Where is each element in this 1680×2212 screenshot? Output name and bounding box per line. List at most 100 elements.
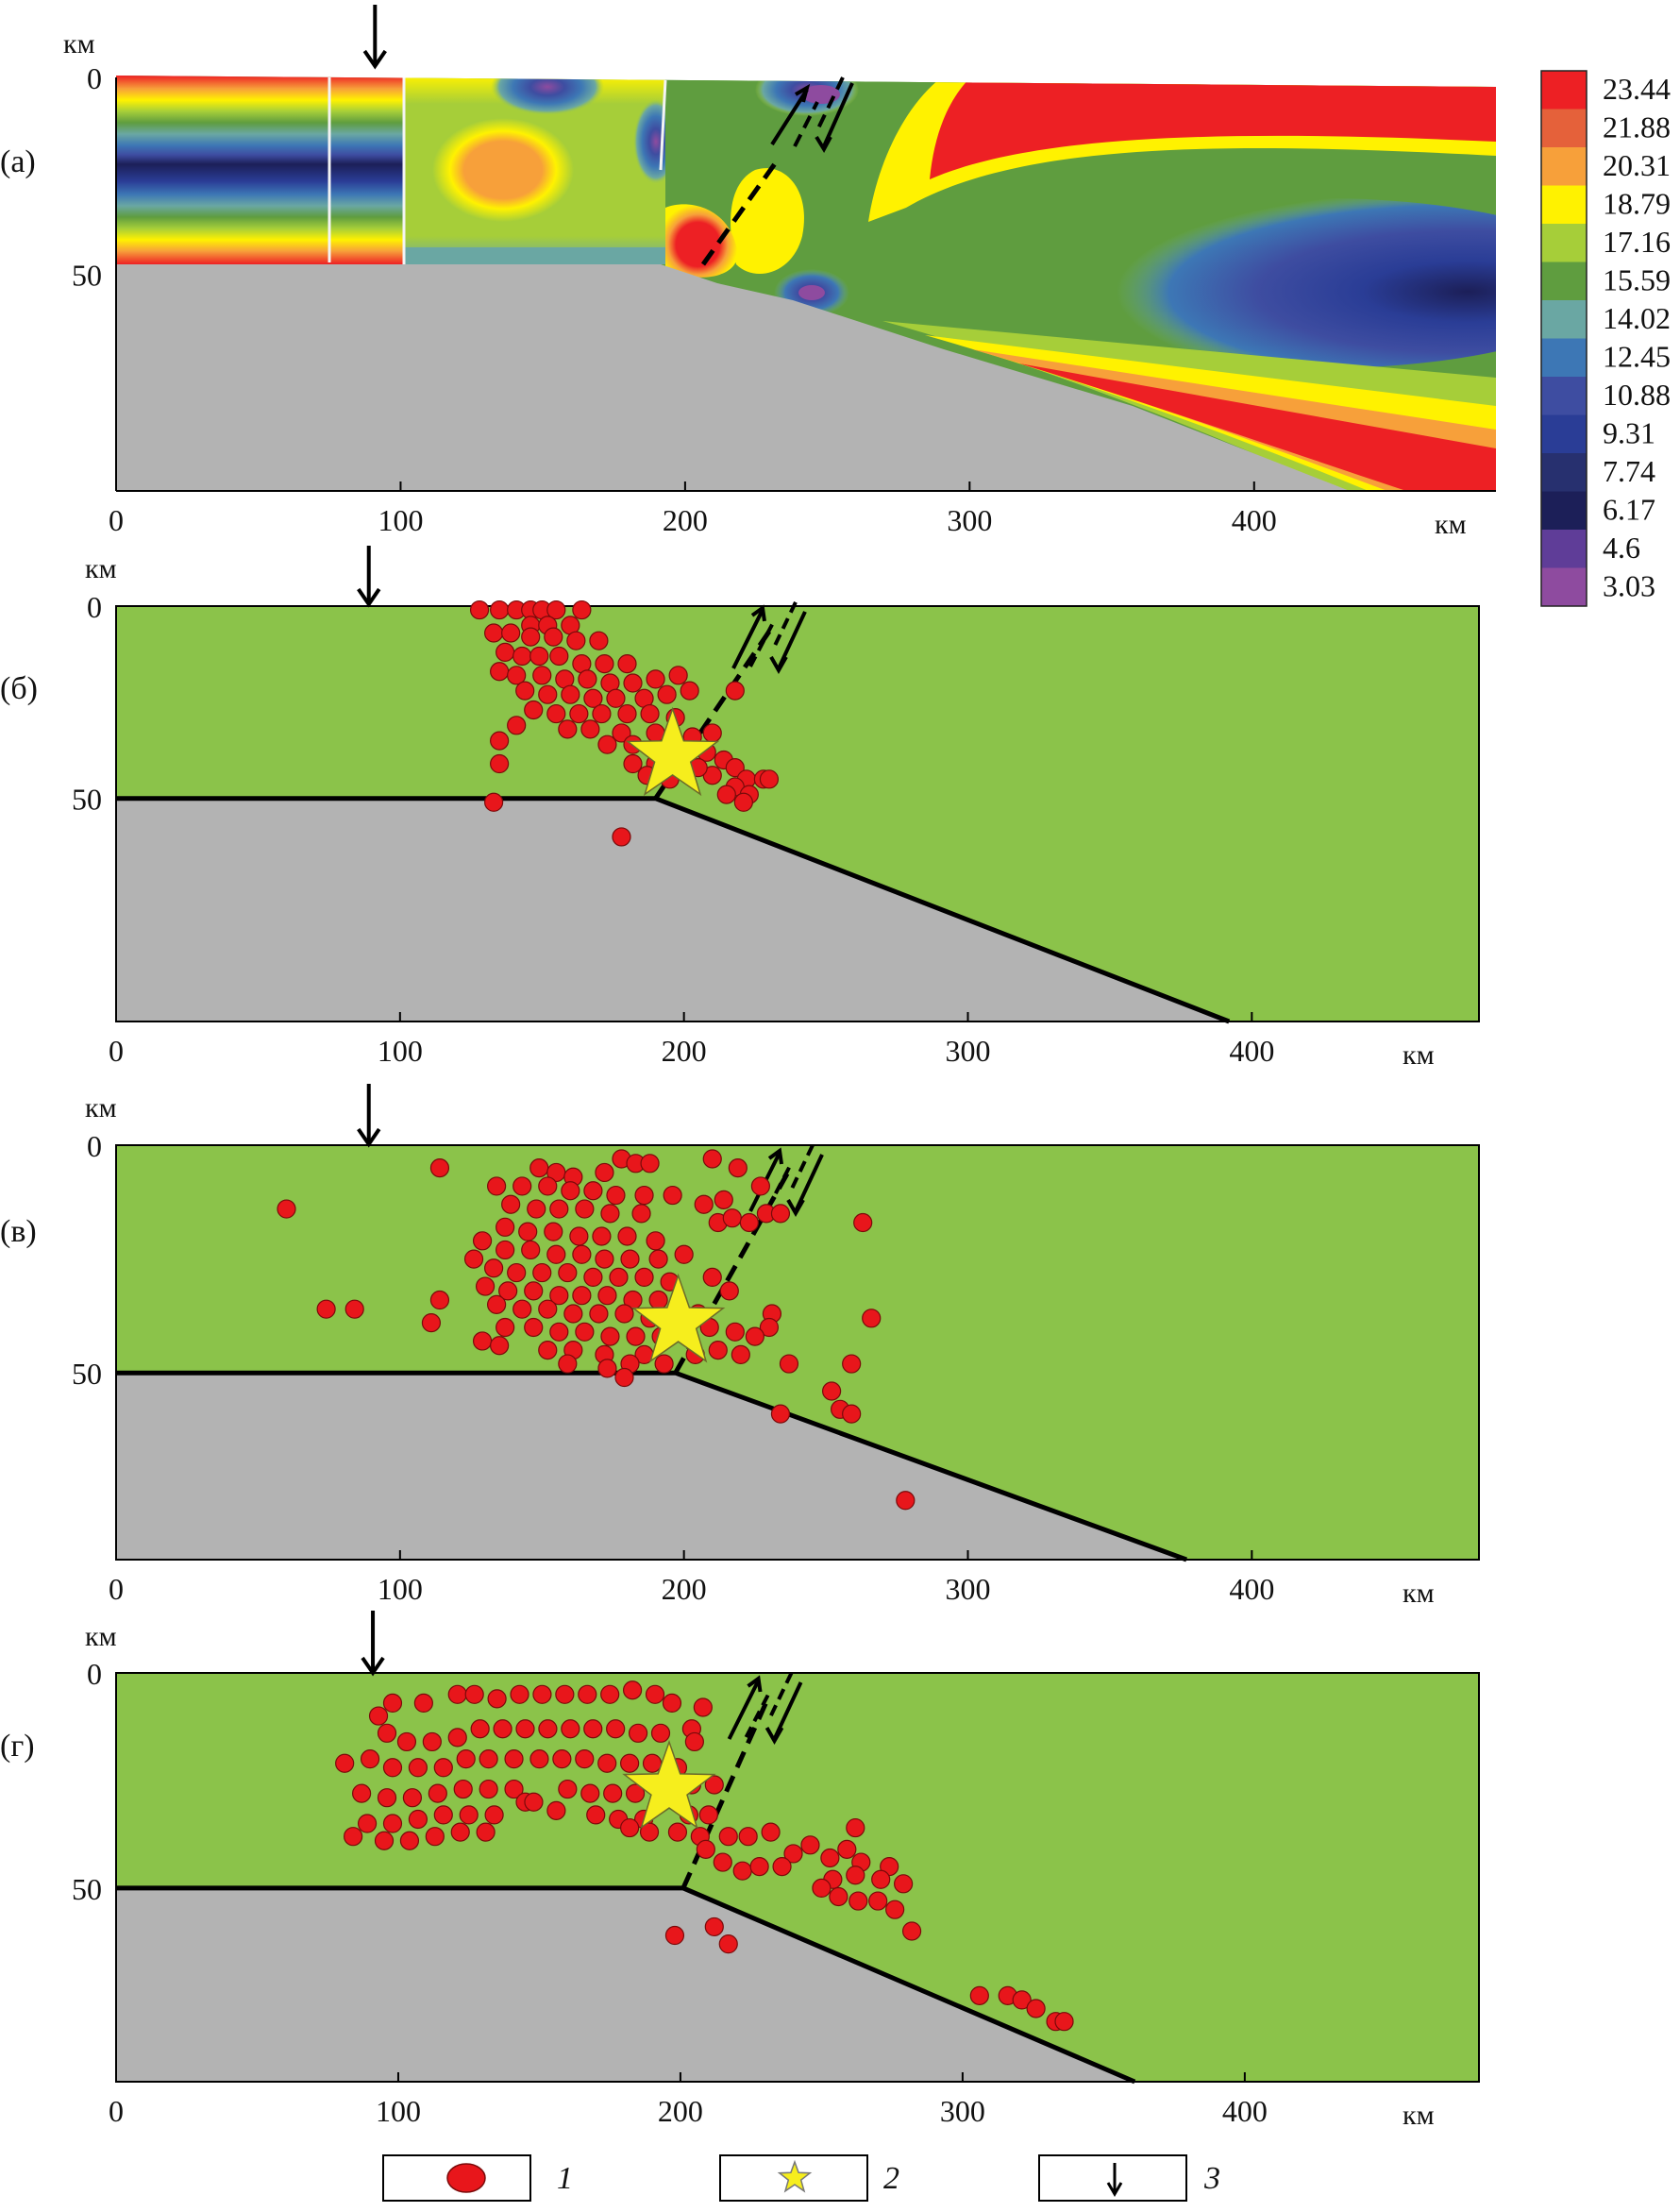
earthquake-point: [501, 1194, 521, 1214]
earthquake-point: [623, 1290, 643, 1310]
colorbar-label: 7.74: [1603, 454, 1655, 488]
earthquake-point: [558, 1354, 578, 1374]
earthquake-point: [704, 1917, 724, 1937]
location-arrow-a: [362, 5, 387, 70]
earthquake-point: [368, 1706, 389, 1726]
colorbar-label: 18.79: [1603, 187, 1671, 221]
earthquake-point: [470, 1719, 490, 1739]
earthquake-point: [429, 1290, 450, 1310]
x-tick-label: 0: [109, 1034, 124, 1068]
earthquake-point: [609, 1267, 629, 1288]
earthquake-point: [628, 1723, 648, 1743]
earthquake-point: [475, 1276, 496, 1296]
earthquake-point: [572, 1286, 592, 1306]
earthquake-point: [487, 1294, 507, 1314]
y-tick-label: 50: [72, 783, 102, 817]
earthquake-point: [569, 1226, 589, 1246]
earthquake-point: [645, 1684, 665, 1704]
earthquake-point: [569, 703, 589, 724]
earthquake-point: [546, 599, 566, 620]
earthquake-point: [1054, 2012, 1074, 2032]
earthquake-point: [561, 1719, 580, 1739]
earthquake-point: [277, 1199, 296, 1219]
earthquake-point: [429, 1158, 450, 1178]
surface-arrow: [357, 1084, 381, 1148]
earthquake-point: [600, 1684, 620, 1704]
earthquake-point: [496, 1317, 515, 1338]
earthquake-point: [725, 1322, 745, 1342]
earthquake-point: [617, 654, 637, 674]
earthquake-point: [450, 1822, 470, 1842]
earthquake-point: [595, 1162, 614, 1183]
earthquake-point: [759, 1317, 780, 1338]
earthquake-point: [600, 1204, 620, 1224]
earthquake-point: [538, 1340, 558, 1360]
panel-b: (б) км 0 100 200 300 400 км 0 50: [0, 546, 1480, 1071]
colorbar-label: 4.6: [1603, 531, 1640, 565]
earthquake-point: [544, 627, 563, 647]
earthquake-point: [725, 681, 745, 701]
earthquake-point: [504, 1779, 524, 1799]
earthquake-point: [846, 1817, 865, 1838]
legend-arrow-icon: [1106, 2163, 1123, 2197]
earthquake-point: [684, 1731, 704, 1752]
earthquake-point: [759, 769, 780, 789]
earthquake-point: [614, 1304, 634, 1324]
fault-arrows-a: [770, 76, 854, 154]
earthquake-point: [487, 1176, 507, 1196]
x-axis-units: км: [1403, 1039, 1435, 1071]
velocity-contour-field: [116, 76, 1496, 491]
earthquake-point: [538, 1176, 558, 1196]
panel-v: (в) км 0 100 200 300 400 км 0 50: [0, 1084, 1480, 1609]
earthquake-point: [479, 1749, 498, 1769]
earthquake-point: [1026, 1999, 1046, 2018]
earthquake-point: [447, 1684, 467, 1704]
earthquake-point: [617, 703, 637, 724]
colorbar-label: 23.44: [1603, 72, 1671, 106]
colorbar-swatch: [1541, 185, 1587, 224]
x-tick-label: 300: [946, 1034, 991, 1068]
earthquake-point: [546, 1244, 566, 1264]
earthquake-point: [722, 1208, 742, 1228]
x-tick-label: 300: [940, 2094, 985, 2128]
y-tick-label: 0: [87, 1129, 102, 1163]
legend-quake-icon: [446, 2163, 486, 2193]
y-tick-label: 50: [72, 1872, 102, 1906]
earthquake-point: [578, 1684, 597, 1704]
earthquake-point: [640, 703, 660, 724]
colorbar: 23.44 21.88 20.31 18.79 17.16 15.59 14.02 12.45…: [1540, 70, 1671, 607]
earthquake-point: [524, 1281, 544, 1301]
panel-a: (а) км: [0, 5, 1496, 540]
earthquake-point: [561, 684, 580, 704]
colorbar-swatch: [1541, 71, 1587, 110]
earthquake-point: [382, 1693, 403, 1714]
earthquake-point: [428, 1783, 447, 1803]
earthquake-point: [664, 1925, 685, 1946]
earthquake-point: [620, 1249, 640, 1269]
earthquake-point: [597, 735, 617, 754]
earthquake-point: [745, 1326, 764, 1346]
earthquake-point: [640, 1154, 660, 1174]
earthquake-point: [732, 1861, 752, 1881]
earthquake-point: [580, 1783, 600, 1803]
earthquake-point: [425, 1827, 445, 1847]
x-tick-label: 400: [1222, 2094, 1268, 2128]
x-tick-label: 400: [1229, 1034, 1274, 1068]
earthquake-point: [456, 1749, 476, 1769]
earthquake-point: [549, 1286, 569, 1306]
earthquake-point: [563, 1304, 583, 1324]
main-shock-star: [625, 706, 720, 797]
colorbar-swatch: [1541, 262, 1587, 300]
earthquake-point: [561, 1181, 580, 1201]
earthquake-point: [623, 753, 643, 774]
earthquake-point: [510, 1684, 529, 1704]
earthquake-point: [674, 1244, 694, 1264]
legend-label-1: 1: [557, 2161, 573, 2196]
y-tick-label: 0: [87, 590, 102, 624]
x-tick-label: 100: [378, 503, 423, 537]
earthquake-point: [413, 1693, 433, 1714]
surface-arrow: [361, 1611, 385, 1677]
x-axis-units: км: [1403, 2100, 1435, 2131]
earthquake-point: [433, 1805, 453, 1825]
earthquake-point: [496, 1240, 515, 1260]
